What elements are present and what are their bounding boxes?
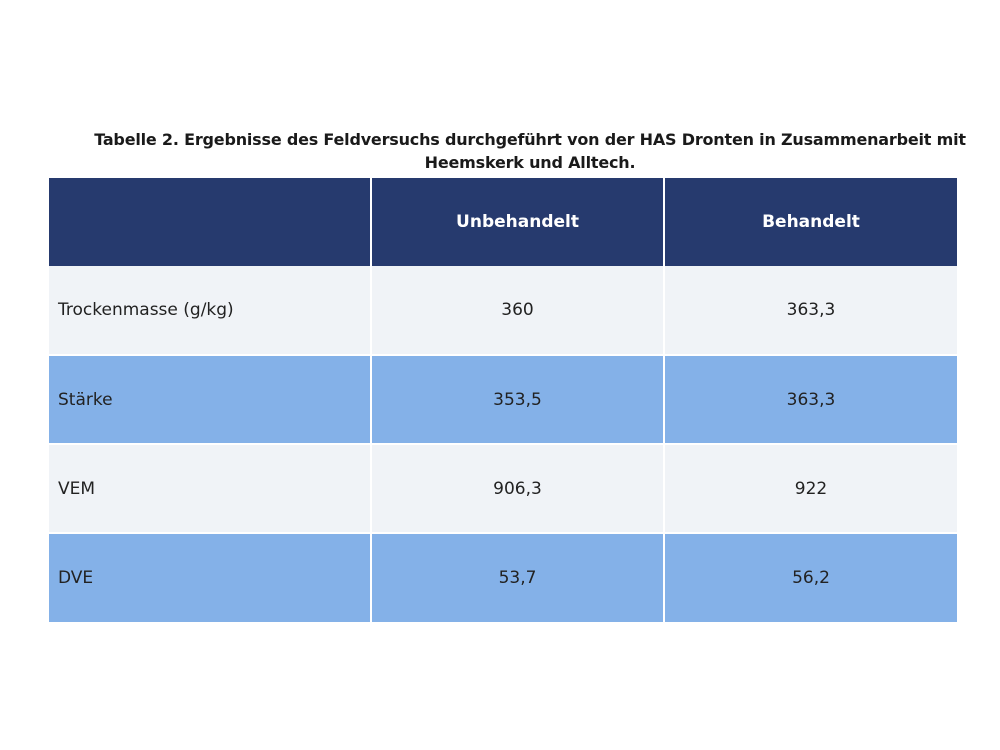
row-label: Stärke xyxy=(49,354,372,444)
table-row-trockenmasse: Trockenmasse (g/kg) 360 363,3 xyxy=(49,266,957,355)
cell-unbehandelt: 53,7 xyxy=(370,532,665,622)
table-header-row: Unbehandelt Behandelt xyxy=(49,178,957,266)
cell-unbehandelt: 353,5 xyxy=(370,354,665,444)
table-caption-line-2: Heemskerk und Alltech. xyxy=(424,153,636,172)
row-label: Trockenmasse (g/kg) xyxy=(49,266,372,355)
header-cell-behandelt: Behandelt xyxy=(663,178,957,266)
cell-behandelt: 56,2 xyxy=(663,532,957,622)
row-label: DVE xyxy=(49,532,372,622)
table-row-dve: DVE 53,7 56,2 xyxy=(49,532,957,622)
cell-behandelt: 363,3 xyxy=(663,354,957,444)
row-label: VEM xyxy=(49,443,372,533)
header-cell-unbehandelt: Unbehandelt xyxy=(370,178,665,266)
table-row-vem: VEM 906,3 922 xyxy=(49,443,957,533)
header-cell-empty xyxy=(49,178,372,266)
cell-unbehandelt: 906,3 xyxy=(370,443,665,533)
table-row-staerke: Stärke 353,5 363,3 xyxy=(49,354,957,444)
table-caption-line-1: Tabelle 2. Ergebnisse des Feldversuchs d… xyxy=(94,130,966,149)
cell-behandelt: 922 xyxy=(663,443,957,533)
results-table: Unbehandelt Behandelt Trockenmasse (g/kg… xyxy=(49,178,957,622)
table-caption: Tabelle 2. Ergebnisse des Feldversuchs d… xyxy=(50,128,1000,174)
cell-behandelt: 363,3 xyxy=(663,266,957,355)
cell-unbehandelt: 360 xyxy=(370,266,665,355)
